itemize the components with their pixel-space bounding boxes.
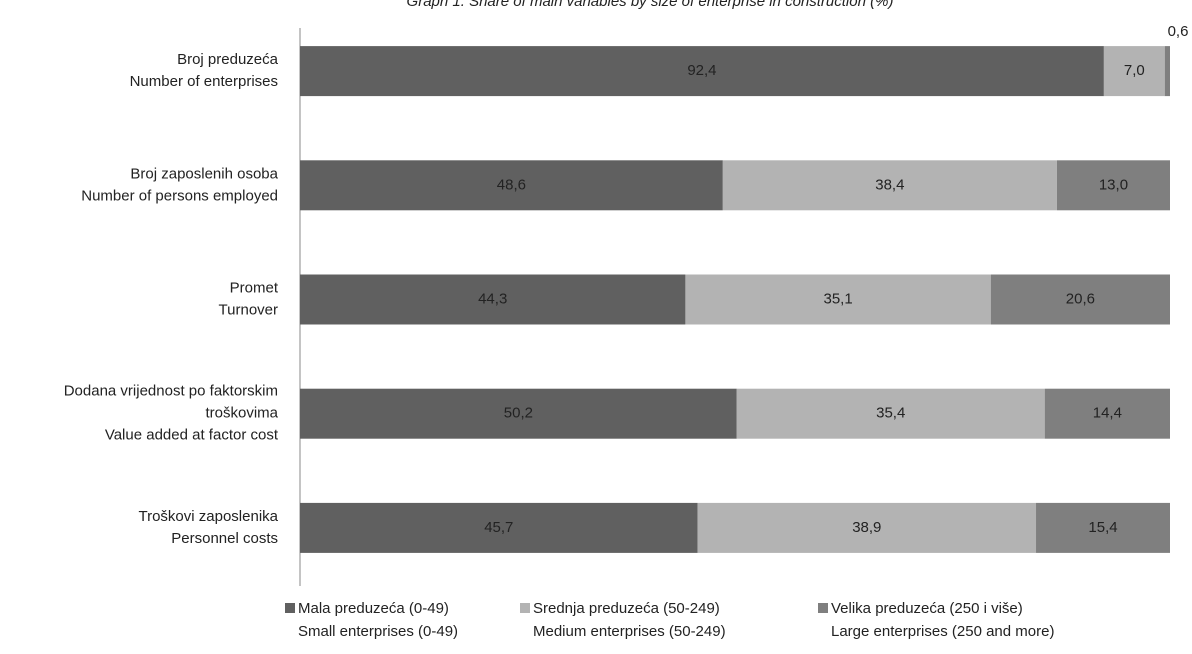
data-label: 20,6 — [1066, 290, 1095, 307]
data-label: 0,6 — [1168, 23, 1189, 40]
bar-segment — [990, 274, 1170, 325]
data-label: 38,4 — [875, 176, 904, 193]
data-label: 92,4 — [687, 62, 716, 79]
y-tick-label: Broj preduzeća — [177, 51, 279, 68]
data-label: 15,4 — [1088, 519, 1117, 536]
bar-segment — [300, 160, 723, 211]
legend-label: Medium enterprises (50-249) — [533, 623, 726, 640]
bar-segment — [300, 46, 1104, 97]
bar-segment — [300, 388, 737, 439]
bar-segment — [1164, 46, 1170, 97]
legend-label: Mala preduzeća (0-49) — [298, 600, 449, 617]
y-tick-label: troškovima — [205, 405, 278, 422]
bar-segment — [1103, 46, 1165, 97]
data-label: 45,7 — [484, 519, 513, 536]
y-tick-label: Promet — [230, 279, 279, 296]
legend-label: Srednja preduzeća (50-249) — [533, 600, 720, 617]
y-tick-label: Value added at factor cost — [105, 427, 279, 444]
bar-segment — [300, 502, 698, 553]
data-label: 50,2 — [504, 405, 533, 422]
y-tick-label: Broj zaposlenih osoba — [130, 165, 278, 182]
data-label: 7,0 — [1124, 62, 1145, 79]
y-tick-label: Number of persons employed — [81, 187, 278, 204]
bar-segment — [300, 274, 686, 325]
legend-label: Large enterprises (250 and more) — [831, 623, 1054, 640]
y-tick-label: Dodana vrijednost po faktorskim — [64, 383, 278, 400]
legend-label: Small enterprises (0-49) — [298, 623, 458, 640]
bar-segment — [722, 160, 1057, 211]
data-label: 13,0 — [1099, 176, 1128, 193]
bar-segment — [697, 502, 1037, 553]
chart-title: Graph 1. Share of main variables by size… — [407, 0, 894, 10]
legend-label: Velika preduzeća (250 i više) — [831, 600, 1023, 617]
bar-segment — [1044, 388, 1170, 439]
legend-swatch — [520, 603, 530, 613]
bar-segment — [736, 388, 1045, 439]
legend-swatch — [285, 603, 295, 613]
legend-swatch — [818, 603, 828, 613]
y-tick-label: Turnover — [219, 301, 278, 318]
data-label: 14,4 — [1093, 405, 1122, 422]
y-tick-label: Troškovi zaposlenika — [138, 508, 278, 525]
data-label: 38,9 — [852, 519, 881, 536]
bar-segment — [685, 274, 991, 325]
data-label: 35,1 — [823, 290, 852, 307]
y-tick-label: Personnel costs — [171, 530, 278, 547]
data-label: 35,4 — [876, 405, 905, 422]
data-label: 44,3 — [478, 290, 507, 307]
bar-segment — [1056, 160, 1170, 211]
y-tick-label: Number of enterprises — [130, 73, 278, 90]
data-label: 48,6 — [497, 176, 526, 193]
bar-segment — [1036, 502, 1170, 553]
